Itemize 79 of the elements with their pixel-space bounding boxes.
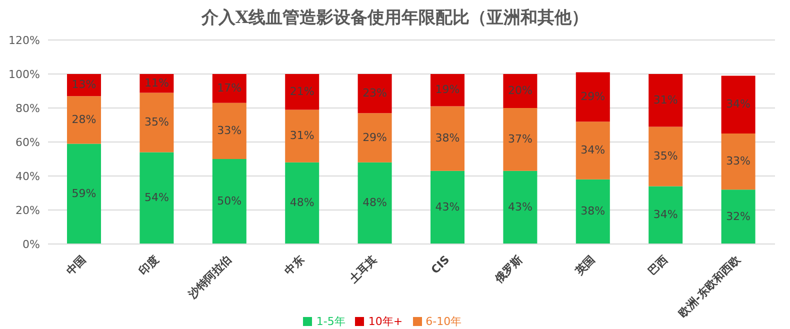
data-label: 21% — [290, 84, 314, 98]
data-label: 31% — [290, 129, 314, 142]
x-tick-label: 巴西 — [645, 253, 670, 278]
x-tick-label: 俄罗斯 — [492, 253, 525, 286]
data-label: 35% — [144, 115, 169, 128]
bar — [721, 190, 756, 244]
bar — [430, 74, 464, 106]
bar — [358, 113, 392, 162]
data-label: 20% — [508, 84, 532, 98]
y-tick-label: 120% — [8, 34, 40, 47]
data-label: 38% — [580, 204, 606, 218]
data-label: 33% — [217, 124, 242, 137]
bar — [648, 126, 683, 186]
y-tick-label: 0% — [22, 238, 40, 251]
bar — [721, 76, 756, 134]
x-tick-label: CIS — [428, 253, 452, 276]
x-tick-label: 土耳其 — [346, 253, 380, 286]
bar — [285, 74, 320, 110]
bar — [648, 74, 683, 127]
data-label: 48% — [362, 196, 388, 210]
y-tick-label: 60% — [16, 136, 40, 149]
bar — [503, 108, 538, 171]
data-label: 34% — [580, 144, 606, 157]
bar — [430, 106, 464, 171]
data-label: 13% — [72, 78, 96, 92]
bar — [140, 152, 174, 244]
bar — [721, 134, 756, 190]
data-label: 17% — [217, 81, 242, 94]
data-label: 23% — [362, 86, 388, 100]
data-label: 34% — [653, 208, 678, 222]
legend-label: 10年+ — [368, 315, 403, 328]
chart-title: 介入X线血管造影设备使用年限配比（亚洲和其他） — [201, 8, 589, 28]
data-label: 29% — [362, 130, 388, 144]
data-label: 43% — [435, 200, 460, 214]
x-tick-label: 英国 — [572, 253, 598, 279]
bar — [503, 74, 538, 108]
bar — [576, 122, 610, 180]
bar — [67, 144, 101, 244]
data-label: 34% — [726, 98, 751, 111]
y-tick-label: 80% — [16, 102, 40, 115]
data-label: 38% — [435, 132, 460, 145]
data-label: 19% — [435, 83, 460, 96]
bar — [576, 179, 610, 244]
y-tick-label: 20% — [16, 204, 40, 217]
bar — [358, 162, 392, 244]
x-tick-label: 欧洲-东欧和西欧 — [676, 252, 744, 320]
data-label: 59% — [72, 186, 96, 200]
bar — [212, 74, 246, 103]
x-tick-label: 中国 — [64, 253, 89, 278]
data-label: 32% — [726, 210, 751, 223]
data-label: 48% — [290, 196, 314, 210]
legend-label: 1-5年 — [316, 315, 346, 328]
data-label: 37% — [508, 132, 532, 146]
bar — [576, 72, 610, 122]
data-label: 35% — [653, 149, 678, 162]
bar — [285, 110, 320, 162]
data-label: 29% — [580, 90, 606, 103]
data-label: 31% — [653, 93, 678, 106]
bar — [648, 186, 683, 244]
y-tick-label: 100% — [8, 68, 40, 81]
bar — [140, 92, 174, 152]
data-label: 50% — [217, 194, 242, 208]
y-tick-label: 40% — [16, 170, 40, 183]
data-label: 54% — [144, 191, 169, 204]
x-tick-label: 沙特阿拉伯 — [185, 253, 234, 302]
data-label: 28% — [72, 112, 96, 126]
bar — [430, 170, 464, 244]
x-tick-label: 中东 — [282, 253, 307, 278]
bar — [358, 74, 392, 114]
bar — [212, 102, 246, 159]
data-label: 11% — [144, 76, 169, 90]
x-tick-label: 印度 — [136, 253, 162, 278]
bar — [212, 159, 246, 244]
data-label: 33% — [726, 154, 751, 168]
bar — [67, 96, 101, 144]
bar — [503, 170, 538, 244]
legend-label: 6-10年 — [426, 315, 462, 328]
bar — [285, 162, 320, 244]
data-label: 43% — [508, 200, 532, 214]
